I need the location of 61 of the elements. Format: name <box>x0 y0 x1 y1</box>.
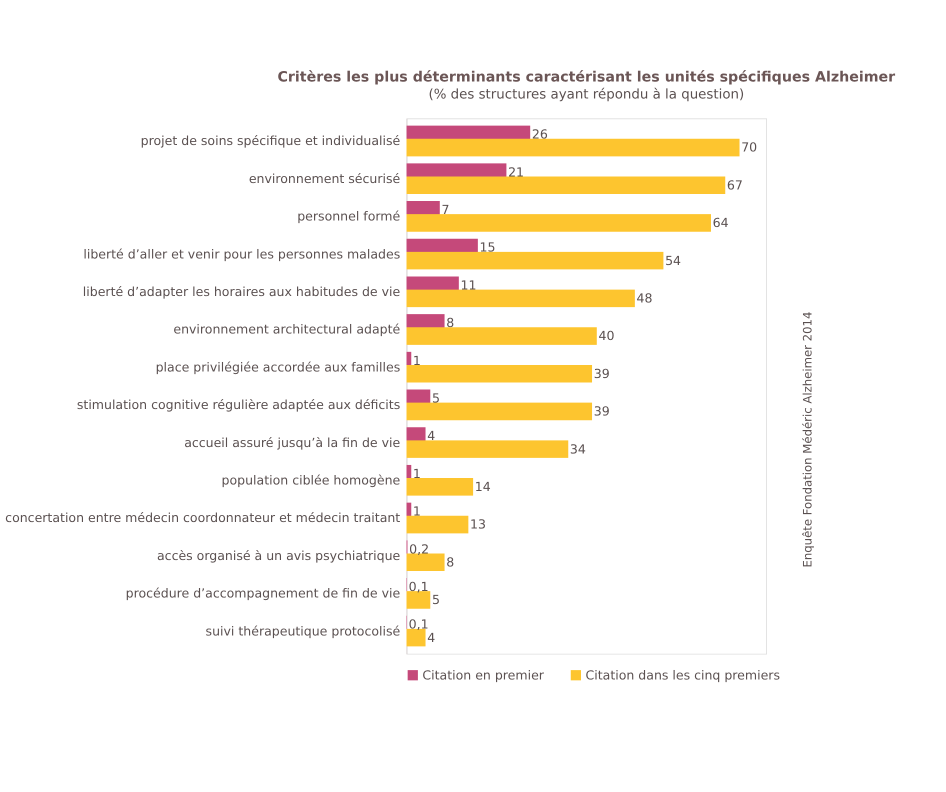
data-label: 67 <box>726 177 743 192</box>
data-label: 4 <box>427 630 436 645</box>
chart-subtitle: (% des structures ayant répondu à la question) <box>428 87 744 102</box>
data-label: 26 <box>532 126 548 142</box>
chart-title: Critères les plus déterminants caractérisant les unités spécifiques Alzheimer <box>278 70 896 86</box>
y-tick-label: liberté d’adapter les horaires aux habitudes de vie <box>82 284 401 299</box>
data-label: 64 <box>712 215 729 230</box>
y-tick-label: concertation entre médecin coordonnateur et médecin traitant <box>5 510 400 526</box>
bar <box>406 440 568 458</box>
data-label: 21 <box>508 164 524 180</box>
bar <box>406 327 597 345</box>
y-tick-label: place privilégiée accordée aux familles <box>156 359 400 374</box>
data-label: 70 <box>741 140 758 155</box>
data-label: 34 <box>570 441 586 456</box>
y-tick-label: projet de soins spécifique et individualisé <box>140 133 401 148</box>
data-label: 48 <box>636 290 653 306</box>
data-label: 7 <box>441 202 450 218</box>
y-tick-label: stimulation cognitive régulière adaptée aux déficits <box>76 397 400 412</box>
data-label: 13 <box>470 516 486 532</box>
bar <box>406 252 664 270</box>
bar <box>406 364 592 383</box>
data-label: 5 <box>432 592 440 608</box>
legend-label: Citation dans les cinq premiers <box>586 667 780 682</box>
y-tick-label: procédure d’accompagnement de fin de vie <box>126 586 401 601</box>
data-label: 14 <box>474 479 491 494</box>
bar <box>406 553 445 572</box>
data-label: 8 <box>446 554 454 570</box>
y-tick-label: personnel formé <box>297 208 401 224</box>
y-tick-label: liberté d’aller et venir pour les personnes malades <box>83 246 400 262</box>
bar <box>406 176 726 194</box>
data-label: 40 <box>598 328 614 344</box>
y-tick-label: environnement sécurisé <box>248 170 401 186</box>
bar <box>406 628 426 646</box>
data-label: 8 <box>446 315 454 330</box>
data-label: 0,2 <box>409 541 430 556</box>
legend-label: Citation en premier <box>422 667 545 682</box>
y-tick-label: accès organisé à un avis psychiatrique <box>156 548 401 563</box>
data-label: 54 <box>665 252 682 268</box>
bar <box>406 214 711 232</box>
y-tick-label: environnement architectural adapté <box>173 322 401 337</box>
bar <box>406 138 740 156</box>
bar <box>406 478 474 496</box>
bar <box>406 591 430 609</box>
data-label: 1 <box>412 466 421 481</box>
data-label: 1 <box>412 352 421 368</box>
data-label: 0,1 <box>408 579 429 594</box>
data-label: 15 <box>480 240 496 255</box>
data-label: 0,1 <box>408 616 429 632</box>
y-tick-label: population ciblée homogène <box>222 472 401 488</box>
data-label: 4 <box>427 428 436 444</box>
data-label: 11 <box>460 277 476 292</box>
bar <box>406 402 592 420</box>
y-tick-label: suivi thérapeutique protocolisé <box>206 623 401 638</box>
data-label: 39 <box>594 404 610 419</box>
bar <box>406 516 468 534</box>
data-label: 5 <box>432 390 440 406</box>
data-label: 1 <box>412 504 421 519</box>
text: Enquête Fondation Médéric Alzheimer 2014 <box>800 312 814 568</box>
data-label: 39 <box>594 366 610 381</box>
bar <box>406 290 635 308</box>
y-tick-label: accueil assuré jusqu’à la fin de vie <box>184 434 401 450</box>
